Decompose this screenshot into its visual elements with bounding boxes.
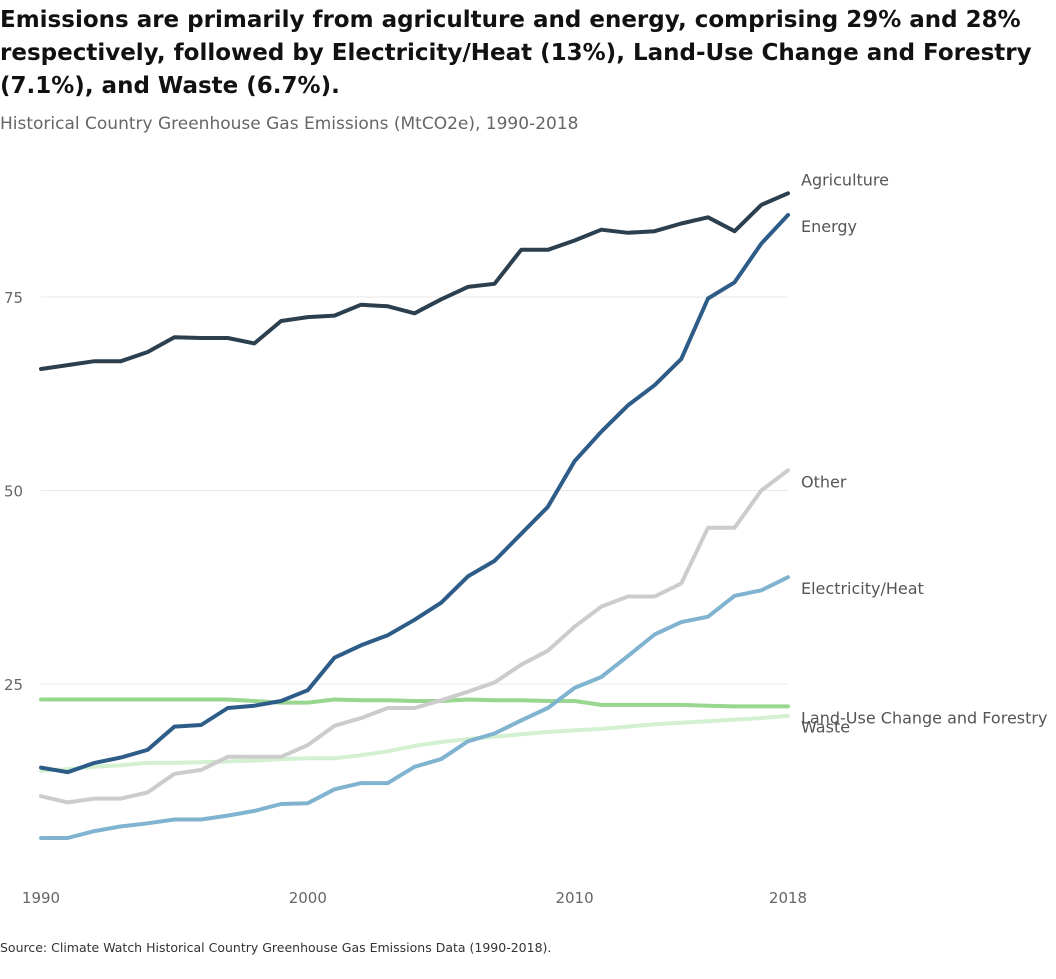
series-lines [39, 191, 790, 840]
series-label-other: Other [801, 472, 847, 491]
series-label-agriculture: Agriculture [801, 170, 889, 189]
series-label-electricity-heat: Electricity/Heat [801, 579, 924, 598]
y-tick-label-25: 25 [4, 676, 23, 694]
series-line-waste [39, 713, 790, 773]
x-tick-label-2018: 2018 [769, 889, 807, 907]
series-line-energy [39, 213, 790, 775]
x-axis-ticks: 1990 2000 2010 2018 [22, 889, 807, 907]
x-tick-label-1990: 1990 [22, 889, 60, 907]
x-tick-label-2010: 2010 [555, 889, 593, 907]
series-label-energy: Energy [801, 217, 857, 236]
series-labels: Agriculture Energy Other Electricity/Heat La… [801, 170, 1047, 736]
x-tick-label-2000: 2000 [289, 889, 327, 907]
line-chart: 25 50 75 1990 2000 2010 2018 Agriculture Energ… [4, 170, 1047, 907]
y-tick-label-50: 50 [4, 483, 23, 501]
y-tick-label-75: 75 [4, 289, 23, 307]
series-line-agriculture [39, 191, 790, 371]
gridlines [41, 296, 788, 685]
series-line-other [39, 468, 790, 805]
series-line-land-use-change-and-forestry [39, 697, 790, 709]
chart-subtitle: Historical Country Greenhouse Gas Emissi… [0, 114, 579, 134]
series-line-electricity-heat [39, 575, 790, 840]
series-label-waste: Waste [801, 718, 850, 737]
chart-title: Emissions are primarily from agriculture… [0, 7, 1032, 99]
y-axis-ticks: 25 50 75 [4, 289, 23, 694]
series-label-land-use-change-and-forestry: Land-Use Change and Forestry [801, 708, 1047, 727]
source-note: Source: Climate Watch Historical Country… [0, 940, 552, 955]
